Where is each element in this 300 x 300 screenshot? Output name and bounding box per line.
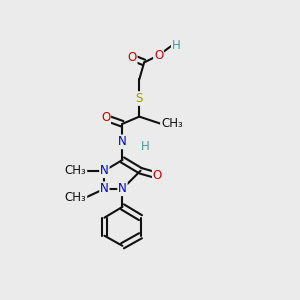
Text: S: S <box>136 92 143 105</box>
Text: H: H <box>140 140 149 153</box>
Text: O: O <box>101 111 110 124</box>
Text: N: N <box>100 164 109 177</box>
Text: N: N <box>118 135 127 148</box>
Text: O: O <box>154 49 163 62</box>
Text: N: N <box>118 182 127 195</box>
Text: CH₃: CH₃ <box>161 117 183 130</box>
Text: CH₃: CH₃ <box>64 191 86 204</box>
Text: N: N <box>100 182 109 195</box>
Text: O: O <box>153 169 162 182</box>
Text: H: H <box>172 39 181 52</box>
Text: O: O <box>128 51 137 64</box>
Text: CH₃: CH₃ <box>64 164 86 177</box>
